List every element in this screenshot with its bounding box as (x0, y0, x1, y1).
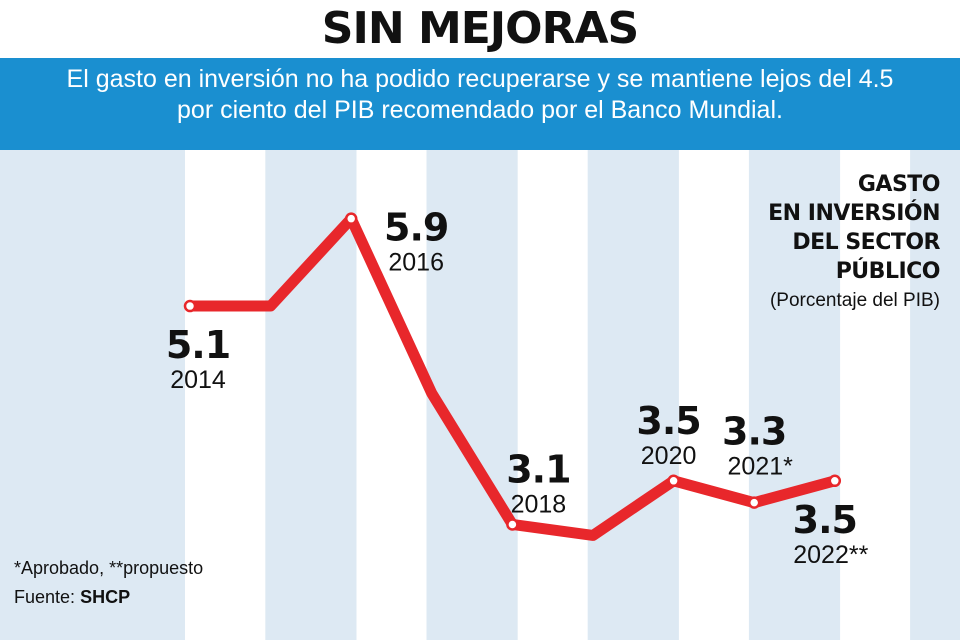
data-label-value: 3.1 (506, 447, 570, 491)
data-label-year: 2020 (641, 442, 697, 470)
data-labels-layer: 5.120145.920163.120183.520203.32021*3.52… (166, 206, 869, 569)
series-layer (183, 212, 842, 541)
data-label-value: 5.9 (384, 206, 448, 250)
subtitle-line-1: El gasto en inversión no ha podido recup… (66, 65, 894, 93)
line-chart: 5.120145.920163.120183.520203.32021*3.52… (166, 150, 911, 640)
data-label-value: 3.3 (722, 410, 786, 454)
background-band (185, 150, 255, 640)
legend: GASTO EN INVERSIÓN DEL SECTOR PÚBLICO (P… (768, 170, 940, 316)
data-point (506, 518, 519, 531)
data-point (183, 299, 197, 313)
source-name: SHCP (80, 587, 131, 607)
source-line: Fuente: SHCP (14, 583, 203, 612)
background-band (517, 150, 588, 640)
chart-subtitle: El gasto en inversión no ha podido recup… (40, 64, 920, 126)
title-bar (0, 0, 960, 58)
subtitle-line-2: por ciento del PIB recomendado por el Ba… (177, 96, 783, 124)
data-label-year: 2018 (511, 490, 567, 518)
data-point (344, 212, 358, 225)
legend-line-1: GASTO (857, 172, 941, 197)
subtitle-band: El gasto en inversión no ha podido recup… (0, 58, 960, 150)
background-band (840, 150, 911, 640)
legend-line-4: PÚBLICO (835, 259, 941, 284)
chart-title: SIN MEJORAS (321, 3, 639, 54)
source-prefix: Fuente: (14, 587, 76, 607)
data-label-year: 2022** (793, 541, 868, 569)
data-label-value: 5.1 (166, 323, 230, 367)
data-label-value: 3.5 (793, 498, 857, 542)
legend-line-3: DEL SECTOR (792, 230, 940, 255)
data-label-year: 2016 (388, 249, 444, 277)
background-band (678, 150, 749, 640)
data-label-year: 2021* (728, 453, 794, 481)
background-band (356, 150, 427, 640)
background-bands (185, 150, 911, 640)
legend-line-2: EN INVERSIÓN (768, 201, 940, 226)
data-point (828, 474, 842, 488)
data-point (747, 496, 761, 509)
data-label-value: 3.5 (636, 399, 700, 443)
legend-unit: (Porcentaje del PIB) (769, 290, 940, 311)
data-label-year: 2014 (170, 366, 226, 394)
footnote-text: *Aprobado, **propuesto (14, 558, 204, 578)
data-point (667, 474, 680, 488)
footnotes: *Aprobado, **propuesto Fuente: SHCP (14, 554, 203, 612)
